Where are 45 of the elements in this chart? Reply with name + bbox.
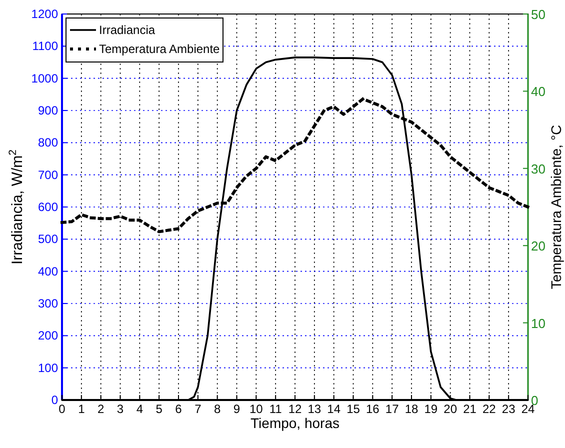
y-tick-label: 900	[38, 104, 58, 118]
x-tick-label: 3	[116, 402, 124, 416]
legend-label: Irradiancia	[99, 23, 156, 37]
x-tick-label: 6	[175, 402, 182, 416]
x-tick-label: 20	[444, 402, 458, 416]
y-tick-label: 800	[38, 136, 58, 150]
x-tick-label: 21	[463, 402, 477, 416]
x-tick-label: 1	[78, 402, 86, 416]
x-tick-label: 4	[136, 402, 144, 416]
x-tick-label: 9	[233, 402, 240, 416]
x-tick-label: 17	[385, 402, 400, 416]
x-tick-label: 2	[97, 402, 104, 416]
x-tick-label: 22	[482, 402, 496, 416]
y-tick-label: 700	[38, 168, 58, 182]
x-tick-label: 18	[404, 402, 418, 416]
y2-tick-label: 30	[531, 161, 546, 176]
x-tick-label: 15	[346, 402, 360, 416]
y-tick-label: 400	[38, 264, 58, 278]
y2-tick-label: 20	[531, 238, 546, 254]
x-tick-label: 8	[214, 402, 221, 416]
y-tick-label: 600	[38, 200, 58, 214]
x-tick-label: 13	[308, 402, 322, 416]
y2-tick-label: 40	[531, 84, 546, 100]
x-tick-label: 10	[249, 402, 264, 416]
x-tick-label: 11	[269, 402, 282, 416]
y-tick-label: 300	[38, 296, 58, 310]
x-tick-label: 5	[156, 402, 163, 416]
x-tick-label: 14	[327, 402, 341, 416]
x-tick-label: 16	[366, 402, 380, 416]
y-tick-label: 200	[38, 328, 58, 343]
x-axis-title: Tiempo, horas	[250, 415, 340, 431]
x-tick-label: 12	[288, 402, 302, 416]
x-tick-label: 7	[194, 402, 202, 416]
y-tick-label: 1200	[31, 7, 58, 21]
y2-tick-label: 10	[531, 316, 546, 331]
y2-tick-label: 50	[531, 7, 546, 22]
y-tick-label: 500	[38, 232, 58, 246]
legend-label: Temperatura Ambiente	[99, 42, 220, 56]
x-tick-label: 23	[502, 402, 516, 416]
y-tick-label: 0	[51, 393, 58, 407]
y-tick-label: 1100	[32, 39, 58, 54]
y-tick-label: 1000	[31, 71, 58, 86]
y-tick-label: 100	[38, 360, 58, 375]
x-tick-label: 19	[424, 402, 438, 416]
y2-axis-title: Temperatura Ambiente, °C	[548, 124, 564, 290]
